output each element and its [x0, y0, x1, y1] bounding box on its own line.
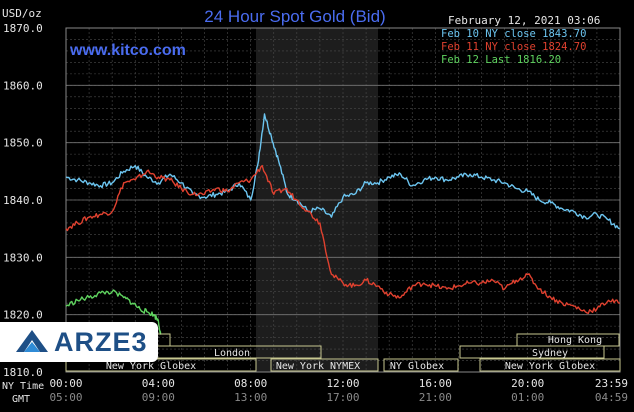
website-label: www.kitco.com: [69, 42, 186, 59]
x-axis-ticks: 00:00 04:00 08:00 12:00 16:00 20:00 23:59 05:00…: [49, 377, 628, 404]
plot-frame: [65, 27, 621, 373]
series-line-2: [65, 289, 162, 335]
y-tick-label: 1840.0: [3, 194, 43, 207]
x-tick-label-gmt: 04:59: [595, 391, 628, 404]
session-new-york-nymex: New York NYMEX: [276, 361, 360, 372]
series-line-0: [65, 113, 620, 230]
x-tick-label-ny: 20:00: [511, 377, 544, 390]
gmt-label: GMT: [12, 394, 30, 405]
arzee-logo-icon: [16, 330, 48, 352]
x-tick-label-ny: 16:00: [419, 377, 452, 390]
x-tick-label-ny: 23:59: [595, 377, 628, 390]
y-tick-label: 1830.0: [3, 251, 43, 264]
x-tick-label-gmt: 01:00: [511, 391, 544, 404]
x-tick-label-gmt: 09:00: [142, 391, 175, 404]
series-line-1: [65, 164, 620, 315]
legend-feb11: Feb 11 NY close 1824.70: [441, 41, 586, 53]
y-tick-label: 1870.0: [3, 22, 43, 35]
chart-title: 24 Hour Spot Gold (Bid): [204, 7, 385, 26]
x-tick-label-gmt: 17:00: [326, 391, 359, 404]
x-tick-label-gmt: 05:00: [49, 391, 82, 404]
legend-feb10: Feb 10 NY close 1843.70: [441, 28, 586, 40]
x-tick-label-ny: 00:00: [49, 377, 82, 390]
session-london: London: [214, 348, 250, 359]
grid-lines: [65, 27, 621, 373]
x-tick-label-gmt: 13:00: [234, 391, 267, 404]
x-tick-label-ny: 12:00: [326, 377, 359, 390]
x-tick-label-ny: 04:00: [142, 377, 175, 390]
legend-feb12: Feb 12 Last 1816.20: [441, 54, 561, 66]
y-tick-label: 1850.0: [3, 137, 43, 150]
unit-label: USD/oz: [2, 7, 42, 20]
y-axis-ticks: 1870.0 1860.0 1850.0 1840.0 1830.0 1820.0 1810…: [3, 22, 43, 379]
x-tick-label-ny: 08:00: [234, 377, 267, 390]
session-ny-globex: NY Globex: [390, 361, 444, 372]
session-new-york-globex-right: New York Globex: [505, 361, 595, 372]
date-label: February 12, 2021 03:06: [448, 14, 600, 27]
legend: Feb 10 NY close 1843.70 Feb 11 NY close …: [441, 28, 586, 66]
y-tick-label: 1810.0: [3, 366, 43, 379]
arzee-watermark: ARZE3: [0, 322, 158, 362]
ny-time-label: NY Time: [2, 381, 44, 392]
x-tick-label-gmt: 21:00: [419, 391, 452, 404]
y-tick-label: 1820.0: [3, 309, 43, 322]
session-hong-kong: Hong Kong: [548, 335, 602, 346]
session-sydney: Sydney: [532, 348, 568, 359]
session-new-york-globex: New York Globex: [106, 361, 196, 372]
series-lines: [65, 113, 620, 335]
watermark-text: ARZE3: [54, 326, 148, 357]
y-tick-label: 1860.0: [3, 79, 43, 92]
